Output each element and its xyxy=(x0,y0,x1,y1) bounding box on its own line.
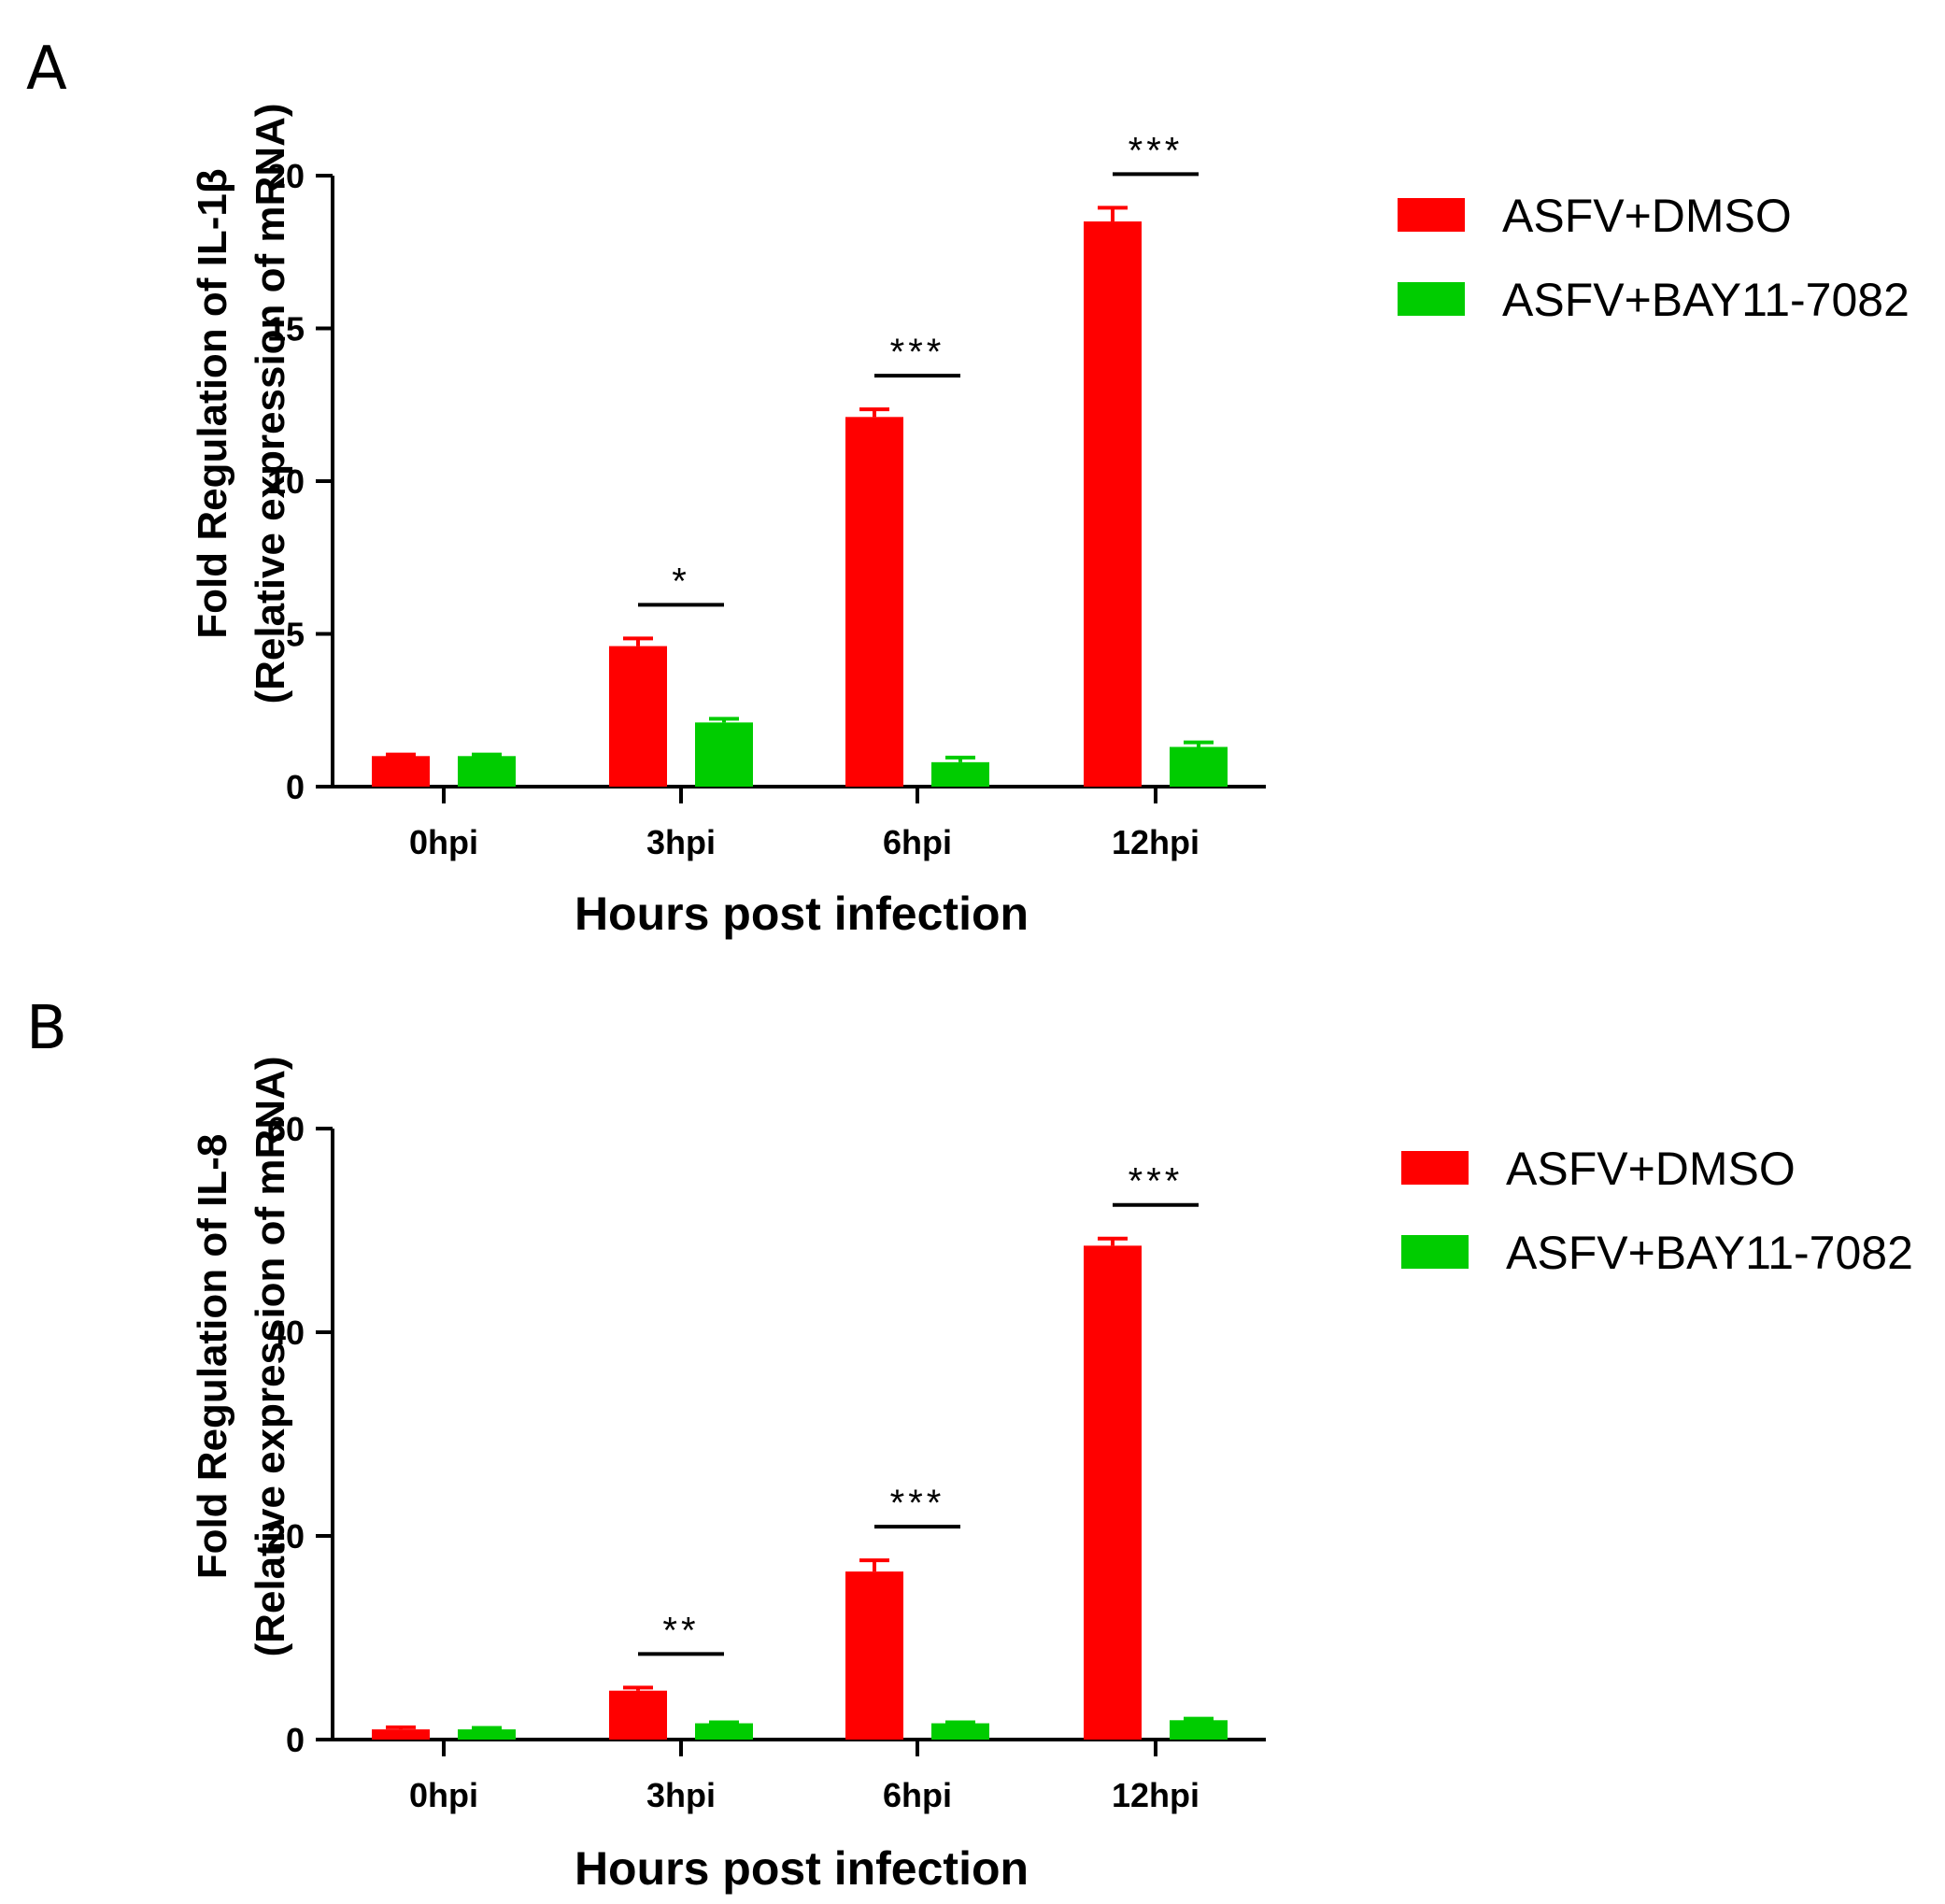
x-tick-label-a: 6hpi xyxy=(883,823,952,861)
bar-dmso-a xyxy=(372,756,430,787)
bar-dmso-b xyxy=(372,1729,430,1740)
y-tick-label-a: 5 xyxy=(286,616,305,654)
y-tick-label-a: 10 xyxy=(267,462,305,501)
bar-dmso-b xyxy=(609,1690,667,1740)
x-tick-label-a: 3hpi xyxy=(646,823,716,861)
significance-label-b: *** xyxy=(1129,1161,1184,1202)
y-axis-title-line1-a: Fold Regulation of IL-1β xyxy=(190,168,235,638)
bar-bay-a xyxy=(458,756,516,787)
bar-dmso-b xyxy=(845,1571,903,1740)
x-axis-title-b: Hours post infection xyxy=(575,1842,1029,1895)
bar-dmso-a xyxy=(609,646,667,787)
axes-a: 0 5 10 15 20 0hpi 3hpi 6hpi 12hpi xyxy=(267,157,1266,861)
significance-a: ******* xyxy=(638,130,1199,607)
legend-swatch-dmso-a xyxy=(1398,198,1465,232)
bars-b xyxy=(372,1236,1228,1740)
x-tick-label-b: 12hpi xyxy=(1112,1776,1200,1814)
y-tick-label-b: 40 xyxy=(267,1314,305,1352)
bar-bay-b xyxy=(1170,1720,1228,1740)
panel-b: B Fold Regulation of IL-8 (Relative expr… xyxy=(26,994,1913,1895)
bars-a xyxy=(372,206,1228,788)
y-tick-label-b: 60 xyxy=(267,1110,305,1148)
y-tick-label-a: 15 xyxy=(267,310,305,348)
bar-bay-a xyxy=(1170,746,1228,787)
bar-bay-b xyxy=(695,1723,753,1740)
legend-label-dmso-b: ASFV+DMSO xyxy=(1506,1143,1796,1195)
panel-a: A Fold Regulation of IL-1β (Relative exp… xyxy=(26,35,1910,940)
significance-label-a: *** xyxy=(890,332,945,373)
x-tick-label-a: 12hpi xyxy=(1112,823,1200,861)
y-axis-title-line1-b: Fold Regulation of IL-8 xyxy=(190,1134,235,1580)
y-tick-label-b: 0 xyxy=(286,1721,305,1759)
panel-label-a: A xyxy=(26,35,67,104)
legend-swatch-bay-b xyxy=(1401,1235,1469,1269)
bar-dmso-a xyxy=(845,417,903,787)
legend-label-dmso-a: ASFV+DMSO xyxy=(1502,190,1792,242)
x-tick-label-a: 0hpi xyxy=(409,823,478,861)
significance-b: ******** xyxy=(638,1161,1199,1656)
x-tick-label-b: 0hpi xyxy=(409,1776,478,1814)
bar-dmso-b xyxy=(1084,1245,1142,1740)
legend-swatch-dmso-b xyxy=(1401,1151,1469,1185)
y-axis-title-line2-b: (Relative expression of mRNA) xyxy=(248,1056,293,1656)
bar-bay-a xyxy=(931,761,989,787)
legend-b: ASFV+DMSO ASFV+BAY11-7082 xyxy=(1401,1143,1913,1279)
x-tick-label-b: 3hpi xyxy=(646,1776,716,1814)
y-axis-title-b: Fold Regulation of IL-8 (Relative expres… xyxy=(190,1056,293,1656)
significance-label-b: *** xyxy=(890,1483,945,1524)
panel-label-b: B xyxy=(26,994,67,1063)
x-axis-title-a: Hours post infection xyxy=(575,888,1029,940)
legend-a: ASFV+DMSO ASFV+BAY11-7082 xyxy=(1398,190,1910,326)
x-tick-label-b: 6hpi xyxy=(883,1776,952,1814)
legend-label-bay-a: ASFV+BAY11-7082 xyxy=(1502,274,1910,326)
y-tick-label-a: 0 xyxy=(286,768,305,806)
bar-dmso-a xyxy=(1084,221,1142,788)
y-tick-label-b: 20 xyxy=(267,1517,305,1556)
significance-label-a: *** xyxy=(1129,130,1184,171)
y-axis-title-line2-a: (Relative expression of mRNA) xyxy=(248,103,293,703)
legend-swatch-bay-a xyxy=(1398,282,1465,316)
bar-bay-b xyxy=(458,1729,516,1740)
axes-b: 0 20 40 60 0hpi 3hpi 6hpi 12hpi xyxy=(267,1110,1266,1814)
bar-bay-a xyxy=(695,722,753,787)
legend-label-bay-b: ASFV+BAY11-7082 xyxy=(1506,1227,1913,1279)
y-tick-label-a: 20 xyxy=(267,157,305,195)
significance-label-a: * xyxy=(672,561,690,602)
y-axis-title-a: Fold Regulation of IL-1β (Relative expre… xyxy=(190,103,293,703)
significance-label-b: ** xyxy=(662,1610,699,1651)
bar-bay-b xyxy=(931,1723,989,1740)
